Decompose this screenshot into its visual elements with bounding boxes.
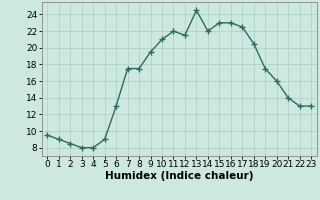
X-axis label: Humidex (Indice chaleur): Humidex (Indice chaleur): [105, 171, 253, 181]
